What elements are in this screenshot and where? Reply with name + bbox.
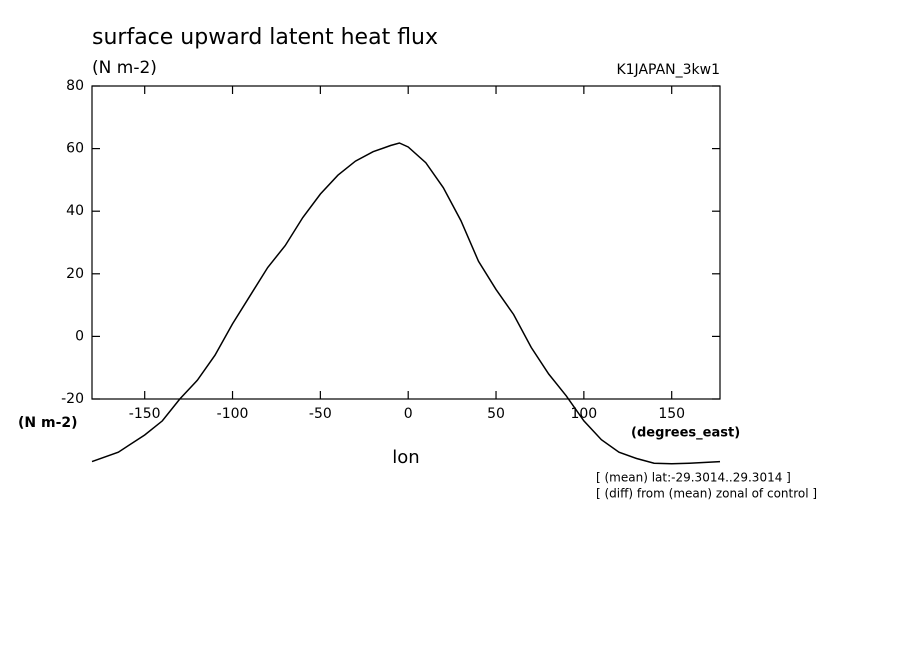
y-tick-label: 60 <box>66 141 84 157</box>
x-tick-label: 0 <box>404 406 413 422</box>
y-axis-label: (N m-2) <box>18 415 78 431</box>
x-axis-label: lon <box>392 447 419 468</box>
y-tick-label: 80 <box>66 78 84 94</box>
x-tick-label: 50 <box>487 406 505 422</box>
chart-title: surface upward latent heat flux <box>92 25 438 50</box>
plot-frame <box>91 85 721 400</box>
x-tick-label: 150 <box>658 406 685 422</box>
x-tick-label: -50 <box>309 406 332 422</box>
x-tick-label: -100 <box>217 406 249 422</box>
data-line <box>91 142 721 465</box>
x-tick-label: 100 <box>570 406 597 422</box>
note: [ (mean) lat:-29.3014..29.3014 ] <box>596 471 791 485</box>
y-tick-label: 40 <box>66 203 84 219</box>
dataset-label: K1JAPAN_3kw1 <box>616 62 720 78</box>
x-units: (degrees_east) <box>631 426 740 441</box>
y-tick-label: -20 <box>61 391 84 407</box>
y-tick-label: 20 <box>66 266 84 282</box>
x-tick-label: -150 <box>129 406 161 422</box>
subtitle: (N m-2) <box>92 58 157 78</box>
y-tick-label: 0 <box>75 328 84 344</box>
note: [ (diff) from (mean) zonal of control ] <box>596 487 817 501</box>
